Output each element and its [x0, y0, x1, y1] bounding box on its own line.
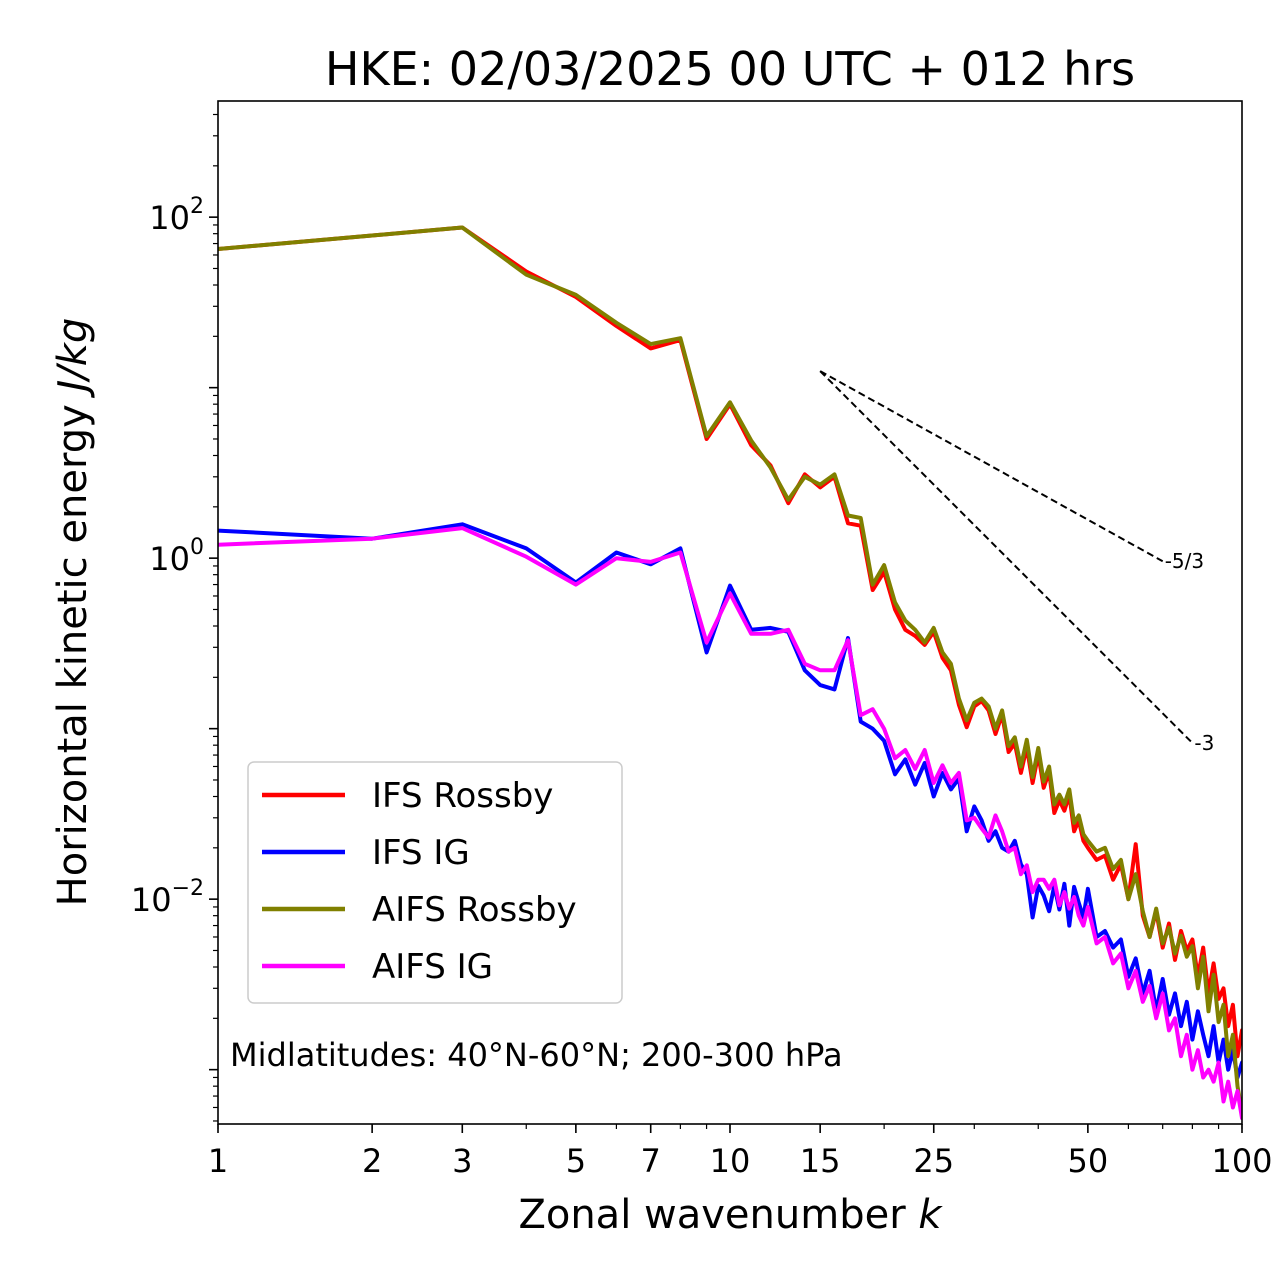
legend-entry: AIFS IG — [372, 947, 493, 987]
legend-box — [247, 761, 623, 1004]
series-line-aifs-rossby — [218, 225, 1242, 1115]
x-tick-label: 10 — [710, 1142, 751, 1180]
reference-slope-line — [819, 370, 1164, 563]
y-tick-label: 100 — [149, 535, 204, 578]
x-tick-label: 2 — [362, 1142, 382, 1180]
legend-entry: IFS IG — [372, 833, 470, 873]
x-tick-label: 1 — [208, 1142, 228, 1180]
reference-slopes: -5/3 -3 — [819, 370, 1214, 755]
x-tick-label: 25 — [913, 1142, 954, 1180]
reference-slope-label: -5/3 — [1165, 549, 1204, 573]
x-axis-label: Zonal wavenumber k — [518, 1192, 943, 1238]
legend: IFS Rossby IFS IG AIFS Rossby AIFS IG — [247, 761, 623, 1004]
x-axis-ticks: 1 2 3 5 7 10 15 25 50 100 — [208, 1124, 1273, 1180]
series-line-aifs-ig — [218, 526, 1242, 1121]
legend-entry: IFS Rossby — [372, 776, 553, 816]
reference-slope-line — [819, 370, 1194, 744]
x-tick-label: 5 — [566, 1142, 586, 1180]
chart-title: HKE: 02/03/2025 00 UTC + 012 hrs — [325, 42, 1135, 96]
x-tick-label: 15 — [800, 1142, 841, 1180]
legend-entry: AIFS Rossby — [372, 890, 577, 930]
x-tick-label: 3 — [452, 1142, 472, 1180]
x-tick-label: 100 — [1211, 1142, 1272, 1180]
y-tick-label: 102 — [149, 194, 204, 237]
series-layer — [218, 225, 1242, 1121]
region-annotation: Midlatitudes: 40°N-60°N; 200-300 hPa — [230, 1036, 843, 1074]
reference-slope-label: -3 — [1194, 731, 1214, 755]
y-tick-label: 10−2 — [131, 876, 204, 919]
x-tick-label: 7 — [641, 1142, 661, 1180]
y-axis-label: Horizontal kinetic energy J/kg — [50, 318, 96, 907]
x-tick-label: 50 — [1068, 1142, 1109, 1180]
y-axis-ticks: 10−2 100 102 — [131, 113, 218, 1122]
